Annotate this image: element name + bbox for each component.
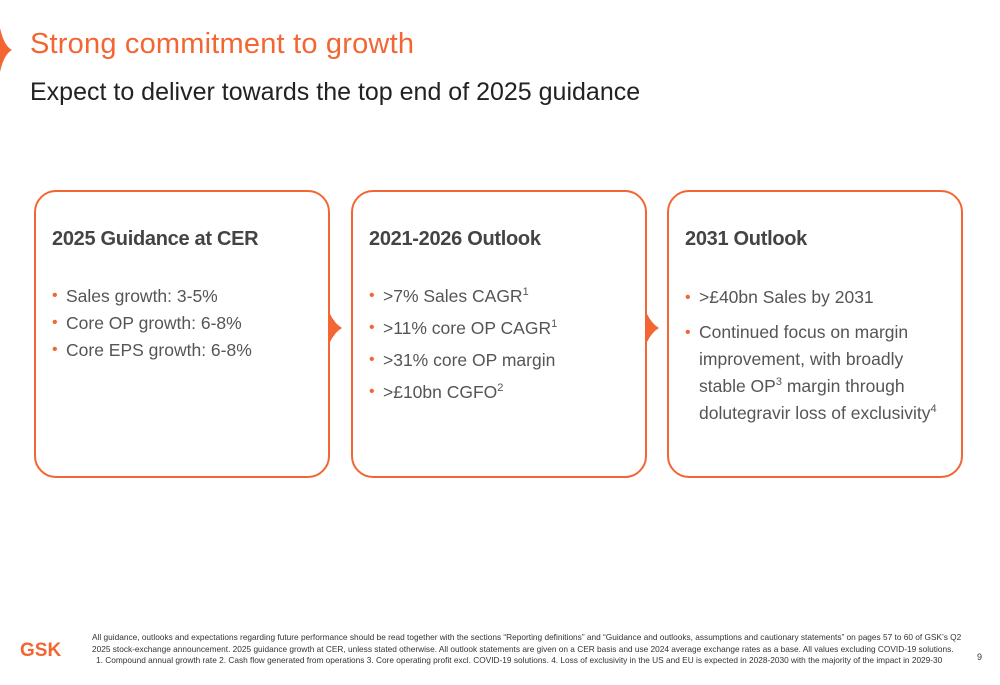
bullet-icon: • [685, 289, 691, 306]
list-item-text: Core OP growth: 6-8% [66, 313, 242, 333]
bullet-icon: • [369, 351, 375, 368]
footnote-marker: 4 [930, 403, 937, 415]
arrow-right-icon [330, 314, 342, 342]
list-item: • Core OP growth: 6-8% [52, 311, 316, 335]
list-item-text: >31% core OP margin [383, 350, 556, 370]
bullet-icon: • [369, 383, 375, 400]
card-bullet-list: • >£40bn Sales by 2031 • Continued focus o… [685, 284, 949, 435]
list-item-text: margin through dolutegravir loss of excl… [699, 376, 931, 423]
list-item: • >31% core OP margin [369, 348, 633, 372]
footnote-definitions: 1. Compound annual growth rate 2. Cash f… [96, 655, 943, 665]
footnote-marker: 3 [775, 376, 782, 388]
list-item: • Continued focus on margin improvement, … [685, 319, 949, 427]
guidance-2025-card: 2025 Guidance at CER • Sales growth: 3-5%… [34, 190, 330, 478]
bullet-icon: • [52, 341, 58, 358]
list-item: • >11% core OP CAGR1 [369, 316, 633, 340]
card-heading: 2031 Outlook [685, 228, 807, 250]
footnote-marker: 1 [551, 318, 558, 330]
bullet-icon: • [685, 324, 691, 341]
svg-text:GSK: GSK [20, 640, 61, 659]
list-item-text: Core EPS growth: 6-8% [66, 340, 252, 360]
slide-title: Strong commitment to growth [30, 28, 415, 60]
arrow-right-icon [647, 314, 659, 342]
list-item-text: >11% core OP CAGR [383, 318, 552, 338]
bullet-icon: • [52, 314, 58, 331]
list-item-text: >7% Sales CAGR [383, 286, 523, 306]
list-item: • >7% Sales CAGR1 [369, 284, 633, 308]
footnote-text: All guidance, outlooks and expectations … [92, 632, 962, 642]
accent-chevron-icon [0, 28, 12, 72]
list-item: • >£10bn CGFO2 [369, 380, 633, 404]
bullet-icon: • [369, 287, 375, 304]
list-item: • Sales growth: 3-5% [52, 284, 316, 308]
card-bullet-list: • >7% Sales CAGR1 • >11% core OP CAGR1 • >3… [369, 284, 633, 412]
page-number: 9 [977, 652, 983, 662]
list-item: • Core EPS growth: 6-8% [52, 338, 316, 362]
footnote-marker: 2 [497, 382, 504, 394]
list-item-text: >£10bn CGFO [383, 382, 498, 402]
bullet-icon: • [369, 319, 375, 336]
card-heading: 2021-2026 Outlook [369, 228, 541, 250]
bullet-icon: • [52, 287, 58, 304]
list-item-text: >£40bn Sales by 2031 [699, 287, 874, 307]
list-item: • >£40bn Sales by 2031 [685, 284, 949, 311]
card-heading: 2025 Guidance at CER [52, 228, 259, 250]
gsk-logo: GSK [20, 640, 61, 659]
slide-subtitle: Expect to deliver towards the top end of… [30, 78, 641, 106]
footnote-block: All guidance, outlooks and expectations … [92, 632, 972, 667]
footnote-marker: 1 [522, 286, 529, 298]
outlook-2031-card: 2031 Outlook • >£40bn Sales by 2031 • Cont… [667, 190, 963, 478]
outlook-2021-2026-card: 2021-2026 Outlook • >7% Sales CAGR1 • >11%… [351, 190, 647, 478]
list-item-text: Sales growth: 3-5% [66, 286, 218, 306]
card-bullet-list: • Sales growth: 3-5% • Core OP growth: 6-8… [52, 284, 316, 365]
footnote-text: 2025 stock-exchange announcement. 2025 g… [92, 643, 954, 654]
list-item-text: Continued focus on margin improvement, w… [699, 322, 909, 396]
